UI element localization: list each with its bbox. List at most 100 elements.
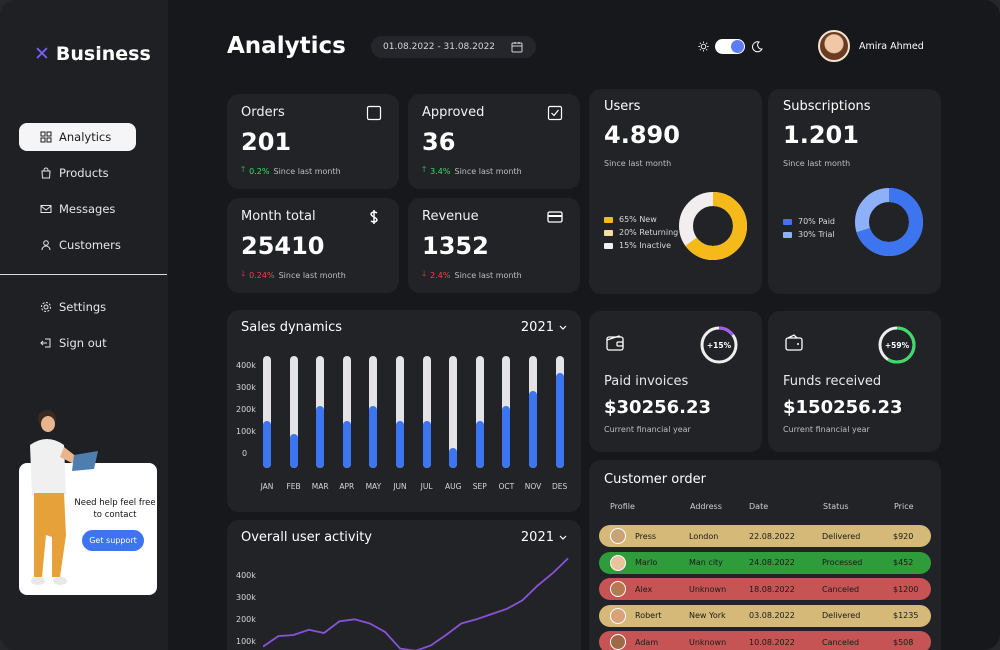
order-status: Canceled <box>822 637 860 647</box>
sidebar-item-analytics[interactable]: Analytics <box>19 123 136 151</box>
kpi-title: Orders <box>241 105 285 120</box>
help-text: Need help feel free to contact <box>74 498 156 520</box>
customer-name: Robert <box>635 611 662 620</box>
table-row[interactable]: Robert New York 03.08.2022 Delivered $1235 <box>599 604 931 627</box>
kpi-change: 🡓 0.24% Since last month <box>241 268 346 282</box>
bar[interactable] <box>422 421 431 468</box>
revenue-card: Revenue 1352 🡓 2.4% Since last month <box>408 198 580 293</box>
y-tick: 400k <box>236 361 256 370</box>
order-date: 22.08.2022 <box>749 531 795 541</box>
avatar <box>610 554 626 571</box>
legend-label: 65% New <box>619 215 657 224</box>
sidebar-item-label: Settings <box>59 300 107 314</box>
sidebar-item-label: Customers <box>59 238 121 252</box>
avatar <box>818 30 850 62</box>
order-date: 18.08.2022 <box>749 584 795 594</box>
table-row[interactable]: Marlo Man city 24.08.2022 Processed $452 <box>599 551 931 574</box>
bar[interactable] <box>449 448 458 468</box>
card-title: Funds received <box>783 374 882 389</box>
table-row[interactable]: Press London 22.08.2022 Delivered $920 <box>599 525 931 547</box>
customer-address: Unknown <box>689 584 727 594</box>
bar-track <box>342 356 351 468</box>
kpi-title: Month total <box>241 209 316 224</box>
legend-paid: 70% Paid <box>783 217 835 226</box>
card-title: Paid invoices <box>604 374 689 389</box>
orders-card: Orders 201 🡑 0.2% Since last month <box>227 94 399 189</box>
kpi-value: 201 <box>241 128 292 156</box>
funds-received-card: +59% Funds received $150256.23 Current f… <box>768 311 941 452</box>
sidebar-item-sign-out[interactable]: Sign out <box>19 329 136 357</box>
kpi-change: 🡑 3.4% Since last month <box>422 164 522 178</box>
table-row[interactable]: Adam Unknown 10.08.2022 Canceled $508 <box>599 631 931 650</box>
date-range-picker[interactable]: 01.08.2022 - 31.08.2022 <box>371 36 536 58</box>
order-price: $1235 <box>893 611 919 620</box>
legend-swatch <box>604 216 613 223</box>
gear-icon <box>41 302 51 312</box>
column-header: Status <box>823 502 849 511</box>
bar[interactable] <box>502 406 511 468</box>
bar[interactable] <box>396 421 404 468</box>
table-row[interactable]: Alex Unknown 18.08.2022 Canceled $1200 <box>599 578 931 600</box>
bar[interactable] <box>289 434 298 468</box>
dollar-icon <box>370 210 378 224</box>
x-tick: JUL <box>420 482 433 491</box>
get-support-button[interactable]: Get support <box>82 530 144 551</box>
year-dropdown[interactable]: 2021 <box>521 320 567 335</box>
bar-track <box>396 356 404 468</box>
sidebar-item-settings[interactable]: Settings <box>19 293 136 321</box>
order-price: $920 <box>893 531 914 541</box>
activity-line <box>263 557 569 650</box>
sidebar-item-customers[interactable]: Customers <box>19 231 136 259</box>
credit-card-icon <box>547 211 563 223</box>
page-title: Analytics <box>227 33 346 59</box>
bar[interactable] <box>316 406 325 468</box>
y-tick: 200k <box>236 405 256 414</box>
column-header: Price <box>894 502 914 511</box>
change-value: 0.24% <box>249 270 275 280</box>
bar[interactable] <box>555 373 564 468</box>
bar[interactable] <box>475 421 484 468</box>
order-date: 03.08.2022 <box>749 611 795 620</box>
kpi-change: 🡓 2.4% Since last month <box>422 268 522 282</box>
x-tick: MAR <box>311 482 329 491</box>
sidebar-item-products[interactable]: Products <box>19 159 136 187</box>
card-subtitle: Since last month <box>604 159 672 168</box>
theme-toggle[interactable] <box>715 39 745 54</box>
theme-switcher <box>698 39 763 54</box>
paid-invoices-card: +15% Paid invoices $30256.23 Current fin… <box>589 311 762 452</box>
bar[interactable] <box>342 421 351 468</box>
bar-track <box>263 356 271 468</box>
arrow-up-icon: 🡑 <box>241 165 246 174</box>
year-dropdown[interactable]: 2021 <box>521 530 567 545</box>
user-profile[interactable]: Amira Ahmed <box>818 30 924 62</box>
bar-track <box>422 356 431 468</box>
arrow-up-icon: 🡑 <box>422 165 427 174</box>
sidebar: ✕ Business Analytics Products Messages C… <box>0 0 168 650</box>
users-donut-chart <box>679 192 747 260</box>
sidebar-item-label: Analytics <box>59 130 112 144</box>
calendar-icon <box>511 42 523 53</box>
sidebar-item-messages[interactable]: Messages <box>19 195 136 223</box>
x-tick: MAY <box>365 482 382 491</box>
bar[interactable] <box>529 391 537 468</box>
order-price: $508 <box>893 637 914 647</box>
date-range-text: 01.08.2022 - 31.08.2022 <box>383 42 496 52</box>
activity-line-chart <box>263 557 569 650</box>
bar[interactable] <box>369 406 378 468</box>
card-value: 1.201 <box>783 121 859 149</box>
legend-label: 20% Returning <box>619 228 679 237</box>
y-tick: 400k <box>236 571 256 580</box>
order-status: Delivered <box>822 531 861 541</box>
y-tick: 300k <box>236 593 256 602</box>
avatar <box>610 581 626 597</box>
kpi-change: 🡑 0.2% Since last month <box>241 164 341 178</box>
x-tick: APR <box>339 482 355 491</box>
legend-returning: 20% Returning <box>604 228 678 237</box>
sidebar-divider <box>0 274 167 275</box>
legend-swatch <box>604 229 613 236</box>
month-total-card: Month total 25410 🡓 0.24% Since last mon… <box>227 198 399 293</box>
bag-icon <box>41 167 51 179</box>
bar[interactable] <box>263 421 271 468</box>
logo[interactable]: ✕ Business <box>34 43 151 65</box>
